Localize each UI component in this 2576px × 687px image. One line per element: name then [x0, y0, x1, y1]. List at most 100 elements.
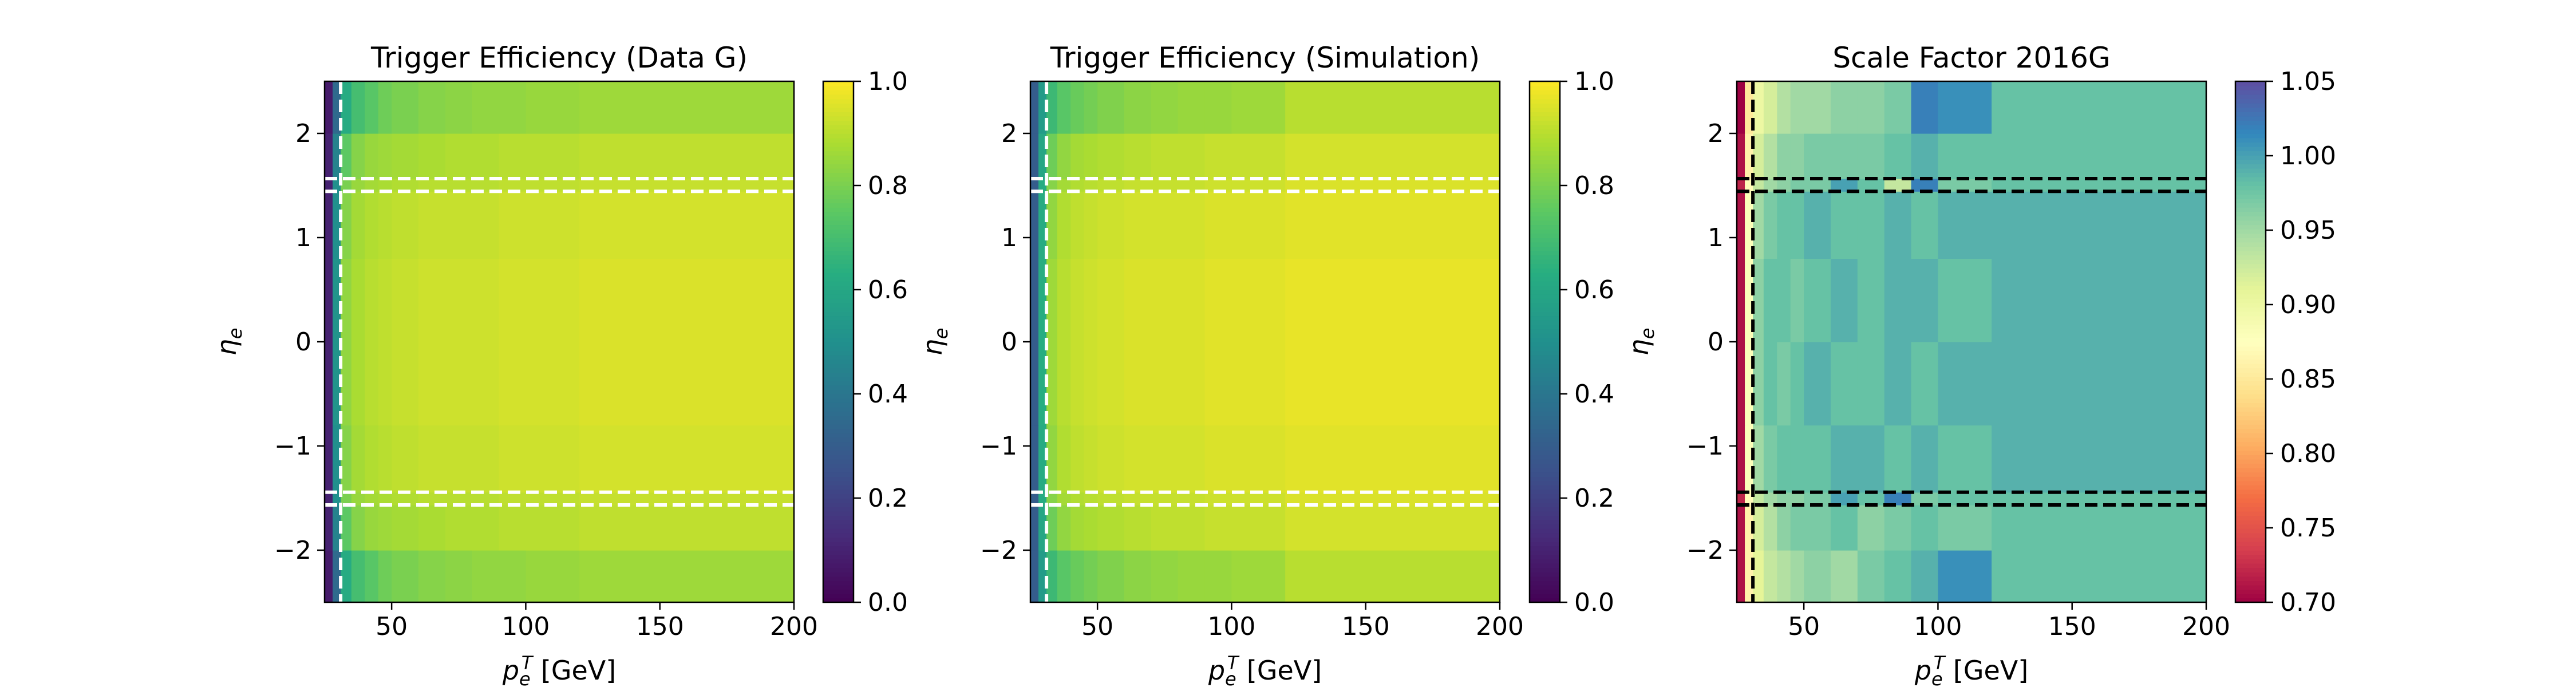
heatmap-cell — [1753, 191, 1764, 259]
colorbar-segment — [2235, 194, 2266, 199]
colorbar-segment — [823, 324, 854, 330]
heatmap-cell — [341, 178, 352, 192]
heatmap-cell — [1097, 133, 1125, 179]
colorbar-segment — [2235, 354, 2266, 360]
heatmap-cell — [1884, 81, 1912, 134]
colorbar-segment — [823, 290, 854, 295]
colorbar-frame — [1528, 80, 1561, 603]
heatmap-cell — [1097, 178, 1125, 192]
colorbar-segment — [1530, 194, 1560, 199]
colorbar-segment — [823, 581, 854, 586]
heatmap-cell — [1777, 81, 1791, 134]
heatmap-cell — [499, 258, 527, 342]
heatmap-cell — [472, 81, 500, 134]
heatmap-cell — [1285, 191, 1500, 259]
colorbar-segment — [2235, 415, 2266, 421]
heatmap-cell — [1097, 425, 1125, 493]
heatmap-cell — [1763, 492, 1777, 506]
heatmap-cell — [1084, 178, 1098, 192]
colorbar-segment — [823, 394, 854, 399]
x-axis-label: peT [GeV] — [1914, 652, 2028, 687]
colorbar-segment — [1530, 238, 1560, 243]
colorbar-segment — [2235, 242, 2266, 247]
heatmap-cell — [341, 81, 352, 134]
colorbar-segment — [823, 368, 854, 373]
colorbar-segment — [2235, 385, 2266, 390]
heatmap-cell — [1057, 133, 1071, 179]
colorbar-segment — [2235, 480, 2266, 486]
colorbar-segment — [823, 537, 854, 542]
x-tick-label: 50 — [1788, 612, 1820, 641]
colorbar-segment — [823, 151, 854, 156]
colorbar-segment — [1530, 524, 1560, 529]
colorbar-segment — [1530, 242, 1560, 247]
colorbar-tick-label: 1.05 — [2280, 67, 2336, 96]
heatmap-cell — [1030, 178, 1039, 192]
heatmap-cell — [1831, 342, 1858, 426]
heatmap-cell — [1737, 505, 1745, 551]
heatmap-cell — [365, 133, 379, 179]
colorbar-segment — [1530, 433, 1560, 438]
heatmap-cell — [1084, 492, 1098, 506]
heatmap-cell — [1745, 258, 1753, 342]
colorbar-segment — [823, 489, 854, 495]
heatmap-cell — [341, 505, 352, 551]
heatmap-cell — [378, 492, 392, 506]
heatmap-cell — [472, 505, 500, 551]
colorbar-segment — [1530, 320, 1560, 325]
heatmap-cell — [333, 191, 341, 259]
heatmap-cell — [1030, 133, 1039, 179]
colorbar-segment — [2235, 450, 2266, 455]
heatmap-cells — [1030, 81, 1500, 603]
colorbar-segment — [823, 381, 854, 386]
colorbar-segment — [2235, 315, 2266, 321]
y-tick-label: 0 — [1708, 327, 1724, 357]
colorbar-segment — [2235, 294, 2266, 299]
colorbar-segment — [1530, 398, 1560, 403]
colorbar-segment — [823, 307, 854, 312]
heatmap-cell — [1285, 178, 1500, 192]
heatmap-cell — [365, 342, 379, 426]
heatmap-cell — [392, 191, 419, 259]
colorbar-segment — [2235, 411, 2266, 416]
colorbar-segment — [823, 220, 854, 226]
heatmap-cell — [333, 258, 341, 342]
heatmap-cell — [472, 258, 500, 342]
colorbar-segment — [2235, 255, 2266, 260]
heatmap-cell — [1804, 505, 1831, 551]
heatmap-cell — [1938, 342, 1992, 426]
heatmap-cell — [1753, 492, 1764, 506]
colorbar-segment — [1530, 151, 1560, 156]
colorbar-segment — [2235, 554, 2266, 559]
heatmap-cell — [1938, 425, 1992, 493]
colorbar-segment — [823, 354, 854, 360]
colorbar-segment — [823, 189, 854, 195]
heatmap-cell — [1790, 133, 1804, 179]
heatmap-cell — [351, 425, 365, 493]
heatmap-cell — [1178, 133, 1206, 179]
heatmap-cell — [1753, 550, 1764, 603]
colorbar-segment — [1530, 263, 1560, 269]
colorbar-segment — [2235, 346, 2266, 351]
colorbar-segment — [1530, 381, 1560, 386]
colorbar-segment — [2235, 277, 2266, 282]
colorbar-segment — [1530, 181, 1560, 186]
heatmap-cell — [1070, 258, 1085, 342]
colorbar-segment — [1530, 563, 1560, 568]
heatmap-cell — [1097, 550, 1125, 603]
y-tick-label: −2 — [980, 536, 1017, 565]
colorbar-segment — [823, 372, 854, 377]
colorbar-segment — [2235, 593, 2266, 599]
colorbar-segment — [823, 112, 854, 117]
colorbar-tick-label: 0.80 — [2280, 439, 2336, 468]
colorbar-segment — [1530, 472, 1560, 477]
heatmap-cell — [445, 133, 473, 179]
heatmap-cell — [1790, 425, 1804, 493]
heatmap-cell — [445, 505, 473, 551]
overlay-lines — [1030, 81, 1500, 602]
colorbar-segment — [2235, 142, 2266, 147]
heatmap-cell — [1124, 178, 1152, 192]
colorbar-segment — [2235, 406, 2266, 412]
heatmap-cell — [1831, 425, 1858, 493]
colorbar-segment — [823, 281, 854, 286]
